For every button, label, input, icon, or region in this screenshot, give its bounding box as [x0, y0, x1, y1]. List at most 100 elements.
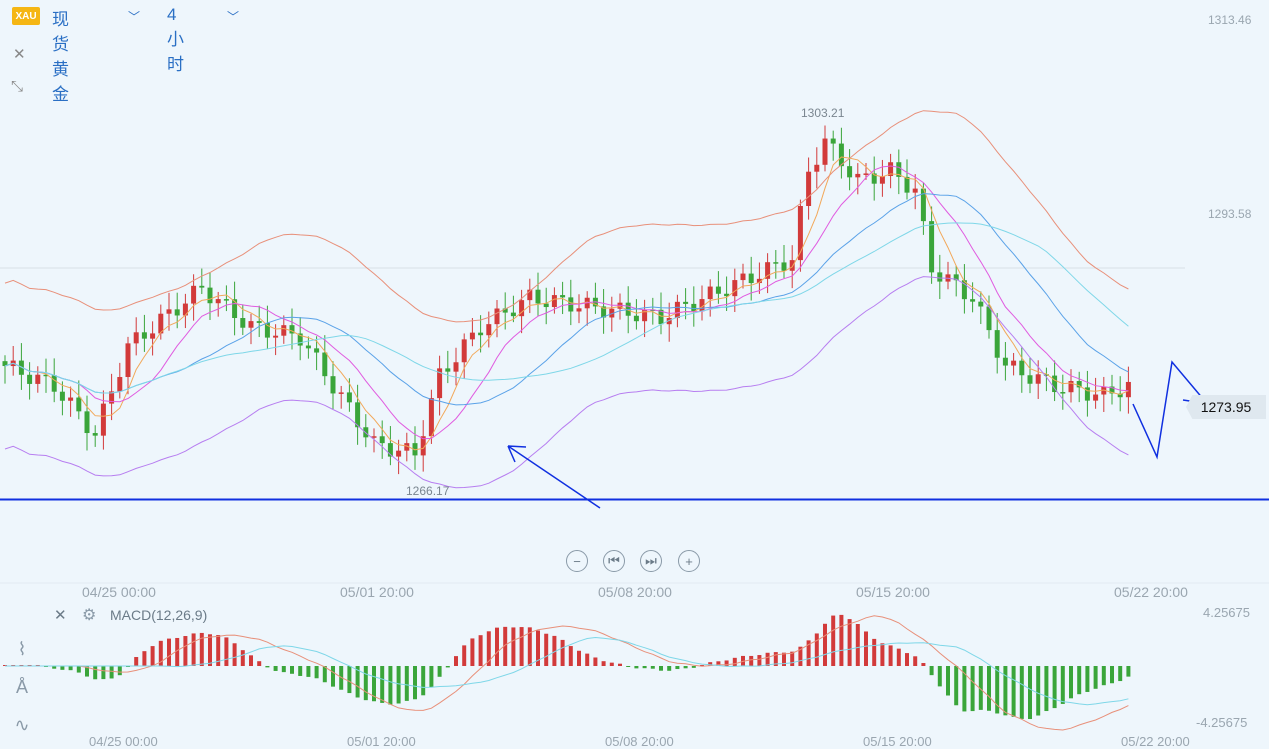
macd-histogram-bar: [765, 652, 770, 666]
candle-body: [896, 162, 902, 177]
macd-histogram-bar: [1069, 666, 1073, 699]
macd-histogram-bar: [183, 636, 188, 666]
macd-histogram-bar: [724, 660, 729, 666]
macd-histogram-bar: [1101, 666, 1106, 686]
candle-body: [297, 333, 303, 346]
chevron-down-icon[interactable]: ﹀: [227, 10, 240, 24]
last-price-tag: 1273.95: [1186, 395, 1266, 419]
macd-histogram-bar: [1093, 666, 1098, 689]
candle-body: [879, 176, 885, 184]
candle-body: [1043, 374, 1049, 376]
macd-histogram-bar: [691, 666, 696, 668]
candle-body: [133, 332, 139, 344]
macd-histogram-bar: [1077, 666, 1082, 695]
candle-body: [494, 308, 500, 325]
macd-histogram-bar: [216, 635, 221, 666]
macd-histogram-bar: [462, 645, 467, 666]
close-indicator-icon[interactable]: ✕: [54, 607, 67, 624]
macd-dif-line: [5, 615, 1129, 731]
candle-body: [740, 273, 746, 281]
previous-button[interactable]: ⏮: [603, 550, 625, 572]
macd-histogram-bar: [101, 666, 106, 680]
macd-histogram-bar: [864, 631, 868, 666]
macd-x-axis-label: 05/01 20:00: [347, 734, 416, 749]
candle-body: [141, 332, 147, 339]
zoom-out-button[interactable]: −: [566, 550, 588, 572]
candle-body: [379, 436, 385, 444]
macd-histogram-bar: [601, 661, 606, 666]
candle-body: [904, 176, 910, 193]
draw-tool-icon[interactable]: Å: [15, 676, 28, 697]
macd-histogram-bar: [191, 633, 196, 666]
candle-body: [658, 309, 664, 325]
macd-histogram-bar: [429, 666, 434, 687]
macd-histogram-bar: [503, 626, 508, 666]
macd-histogram-bar: [749, 655, 754, 666]
candle-body: [929, 221, 935, 273]
candle-body: [445, 368, 451, 372]
ma-line-slow: [4, 193, 1129, 406]
macd-histogram-bar: [896, 648, 901, 666]
candle-body: [1052, 375, 1058, 393]
candle-body: [1084, 387, 1090, 401]
macd-histogram-bar: [380, 666, 385, 703]
candle-body: [1076, 381, 1082, 388]
candle-body: [601, 306, 607, 318]
macd-histogram-bar: [618, 663, 622, 666]
collapse-icon[interactable]: ⤡: [11, 78, 24, 95]
candle-body: [27, 374, 33, 384]
candle-body: [912, 188, 918, 193]
macd-histogram-bar: [880, 643, 885, 666]
trend-line-tool-icon[interactable]: ⌇: [17, 638, 27, 659]
close-icon[interactable]: ✕: [13, 46, 26, 63]
macd-histogram-bar: [404, 666, 409, 701]
symbol-selector[interactable]: 现货黄金: [52, 10, 69, 104]
candle-body: [527, 289, 533, 301]
candle-body: [674, 301, 680, 319]
chevron-down-icon[interactable]: ﹀: [128, 10, 141, 24]
macd-axis-label: 4.25675: [1203, 605, 1250, 620]
macd-histogram-bar: [839, 614, 844, 666]
macd-histogram-bar: [281, 666, 286, 673]
macd-histogram-bar: [437, 666, 442, 677]
macd-histogram-bar: [388, 666, 393, 705]
candle-body: [986, 306, 992, 331]
gear-icon[interactable]: ⚙: [82, 607, 97, 624]
macd-histogram-bar: [962, 666, 967, 712]
candle-body: [215, 299, 221, 304]
candle-body: [510, 312, 516, 317]
candle-body: [756, 278, 762, 284]
candle-body: [920, 188, 926, 222]
macd-histogram-bar: [855, 623, 860, 666]
zoom-in-button[interactable]: +: [678, 550, 700, 572]
y-axis-label: 1293.58: [1208, 207, 1252, 221]
candle-body: [970, 299, 976, 302]
y-axis-label: 1313.46: [1208, 13, 1252, 27]
candle-body: [158, 313, 164, 334]
indicator-tool-icon[interactable]: ∿: [14, 714, 30, 735]
candle-body: [502, 308, 508, 313]
ma-line-mid: [4, 165, 1129, 440]
candle-body: [35, 374, 41, 384]
macd-histogram-bar: [732, 657, 737, 666]
macd-histogram-bar: [314, 666, 319, 679]
macd-histogram-bar: [421, 666, 426, 696]
candle-body: [1093, 394, 1099, 401]
candle-body: [182, 303, 188, 316]
macd-histogram-bar: [847, 619, 852, 666]
period-selector[interactable]: 4小时: [167, 5, 184, 74]
candle-body: [100, 403, 106, 436]
macd-histogram-bar: [511, 627, 516, 666]
next-button[interactable]: ⏭: [640, 550, 662, 572]
candle-body: [428, 398, 434, 437]
macd-histogram-bar: [921, 663, 926, 666]
candle-body: [888, 162, 894, 177]
macd-histogram-bar: [1118, 666, 1123, 682]
low-label: 1266.17: [406, 484, 450, 498]
candle-body: [125, 343, 131, 378]
candle-body: [715, 286, 721, 294]
macd-histogram-bar: [1060, 666, 1065, 704]
x-axis-label: 04/25 00:00: [82, 584, 156, 600]
candle-body: [330, 376, 336, 394]
